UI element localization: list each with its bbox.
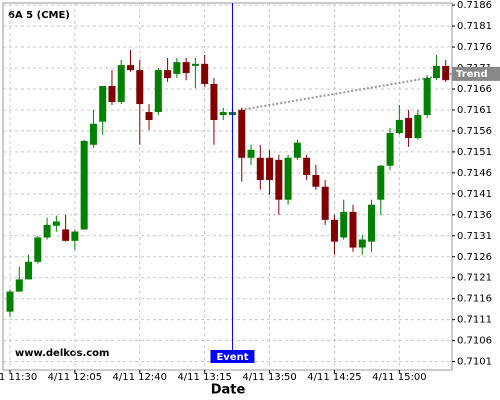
candle-body: [358, 239, 366, 248]
candle-body: [340, 211, 348, 238]
watermark: www.delkos.com: [15, 348, 109, 359]
candle-body: [191, 63, 199, 66]
candle-body: [145, 112, 153, 121]
candle-body: [164, 70, 172, 79]
x-tick-label: 4/11 13:15: [177, 372, 231, 383]
y-tick-label: 0.7151: [457, 147, 492, 158]
candle-body: [386, 133, 394, 166]
x-axis-title: Date: [211, 383, 246, 398]
candle-body: [275, 159, 283, 200]
candle-body: [52, 221, 60, 226]
candle-body: [99, 86, 107, 122]
candle-body: [127, 65, 135, 71]
event-label: Event: [216, 352, 248, 363]
y-tick-label: 0.7111: [457, 315, 492, 326]
candle-body: [423, 78, 431, 115]
candle-body: [173, 62, 181, 74]
candle-body: [312, 174, 320, 187]
y-tick-label: 0.7136: [457, 210, 492, 221]
candle-body: [219, 112, 227, 115]
candle-body: [117, 65, 125, 102]
x-tick-label: 4/11 12:05: [48, 372, 102, 383]
candle-body: [266, 157, 274, 180]
candle-body: [210, 83, 218, 121]
candle-body: [414, 114, 422, 139]
candle-body: [89, 123, 97, 145]
y-tick-label: 0.7121: [457, 273, 492, 284]
candle-body: [293, 142, 301, 158]
candle-body: [256, 157, 264, 180]
y-tick-label: 0.7146: [457, 168, 492, 179]
candle-body: [247, 149, 255, 158]
y-tick-label: 0.7106: [457, 336, 492, 347]
y-tick-label: 0.7101: [457, 357, 492, 368]
x-tick-label: 4/11 12:40: [113, 372, 167, 383]
y-tick-label: 0.7156: [457, 126, 492, 137]
event-label-box: [210, 350, 255, 363]
trend-label-box: [452, 66, 500, 81]
candle-body: [238, 109, 246, 158]
x-tick-label: 4/11 14:25: [307, 372, 361, 383]
candle-body: [395, 120, 403, 134]
candle-body: [368, 204, 376, 242]
candle-body: [349, 211, 357, 248]
y-tick-label: 0.7166: [457, 84, 492, 95]
y-tick-label: 0.7161: [457, 105, 492, 116]
candle-body: [432, 65, 440, 79]
candle-body: [303, 157, 311, 175]
candle-body: [136, 70, 144, 105]
candle-body: [62, 229, 70, 241]
plot-area: [2, 2, 453, 371]
candle-body: [6, 291, 14, 312]
y-tick-label: 0.7126: [457, 252, 492, 263]
candle-body: [108, 86, 116, 102]
x-tick-label: 4/11 15:00: [372, 372, 426, 383]
candle-body: [43, 224, 51, 238]
candle-body: [71, 231, 79, 241]
candle-body: [377, 165, 385, 200]
y-tick-label: 0.7176: [457, 42, 492, 53]
chart-title: 6A 5 (CME): [8, 10, 70, 21]
y-tick-label: 0.7116: [457, 294, 492, 305]
candle-body: [321, 186, 329, 220]
y-tick-label: 0.7181: [457, 21, 492, 32]
y-tick-label: 0.7186: [457, 0, 492, 11]
y-tick-label: 0.7131: [457, 231, 492, 242]
candle-body: [442, 65, 450, 81]
candle-body: [284, 157, 292, 200]
trend-label: Trend: [456, 69, 488, 80]
candle-body: [80, 140, 88, 230]
candle-body: [154, 70, 162, 113]
candle-body: [330, 219, 338, 242]
x-tick-label: 4/11 11:30: [0, 372, 37, 383]
candle-body: [34, 237, 42, 262]
y-tick-label: 0.7141: [457, 189, 492, 200]
candle-body: [15, 279, 23, 292]
candle-body: [25, 261, 33, 280]
candle-body: [201, 63, 209, 84]
candle-body: [405, 117, 413, 139]
candle-body: [182, 62, 190, 74]
x-tick-label: 4/11 13:50: [242, 372, 296, 383]
